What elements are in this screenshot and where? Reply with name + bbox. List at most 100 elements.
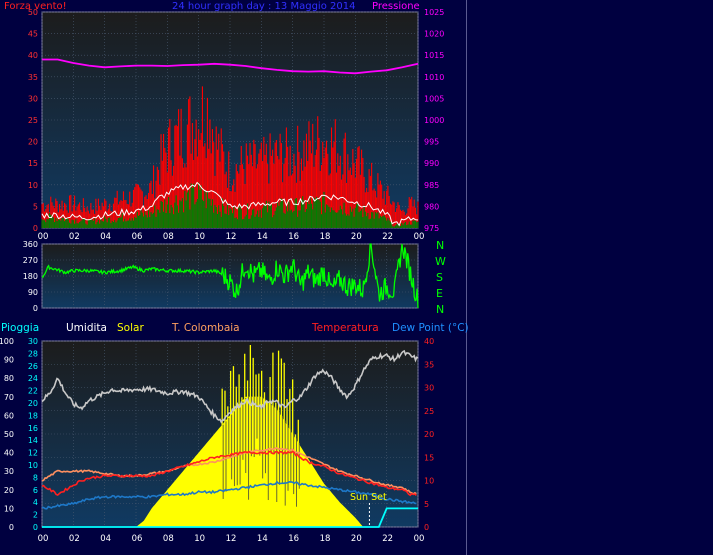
temperature-x-tick-label: 16	[288, 534, 299, 544]
rain-tick-label: 40	[4, 449, 14, 458]
wind-axis-label: Forza vento!	[4, 1, 67, 12]
humidity-tick-label: 18	[28, 411, 38, 420]
wind-speed-line	[41, 181, 419, 227]
pressure-tick-label: 1025	[424, 8, 444, 17]
pressure-tick-label: 995	[424, 138, 439, 147]
temperature-legend: Temperatura	[311, 322, 379, 334]
temperature-x-tick-label: 08	[163, 534, 174, 544]
temperature-tick-label: 10	[424, 477, 434, 486]
compass-n-bottom: N	[436, 303, 444, 316]
temperature-tick-label: 40	[424, 337, 434, 346]
humidity-tick-label: 24	[28, 374, 38, 383]
sunset-label: Sun Set	[350, 492, 387, 503]
dew-point-line	[41, 480, 417, 510]
direction-tick-label: 90	[28, 288, 38, 297]
humidity-tick-label: 26	[28, 362, 38, 371]
wind-left-axis: 0 5 10 15 20 25 30 35 40 45 50	[28, 8, 38, 233]
compass-e: E	[436, 287, 443, 300]
wind-tick-label: 0	[33, 224, 38, 233]
humidity-legend: Umidita	[66, 322, 107, 334]
colombaia-legend: T. Colombaia	[171, 322, 240, 334]
pressure-tick-label: 1015	[424, 51, 444, 60]
direction-tick-label: 180	[23, 272, 38, 281]
pressure-axis-label: Pressione	[372, 1, 420, 12]
rain-tick-label: 60	[4, 411, 14, 420]
pressure-tick-label: 990	[424, 159, 439, 168]
humidity-tick-label: 12	[28, 449, 38, 458]
wind-tick-label: 5	[33, 202, 38, 211]
direction-tick-label: 360	[23, 240, 38, 249]
rain-tick-label: 80	[4, 374, 14, 383]
wind-tick-label: 30	[28, 94, 38, 103]
wind-tick-label: 20	[28, 138, 38, 147]
humidity-tick-label: 14	[28, 436, 38, 445]
temperature-tick-label: 30	[424, 384, 434, 393]
humidity-tick-label: 0	[33, 523, 38, 532]
wind-series	[41, 58, 419, 228]
humidity-tick-label: 4	[33, 498, 38, 507]
wind-x-tick-label: 10	[194, 232, 205, 242]
pressure-tick-label: 1020	[424, 30, 444, 39]
humidity-tick-label: 28	[28, 349, 38, 358]
dew-point-legend: Dew Point (°C)	[392, 322, 469, 334]
humidity-tick-label: 2	[33, 511, 38, 520]
compass-n-top: N	[436, 239, 444, 252]
temperature-tick-label: 15	[424, 453, 434, 462]
humidity-tick-label: 30	[28, 337, 38, 346]
wind-x-tick-label: 16	[288, 232, 299, 242]
direction-tick-label: 0	[33, 304, 38, 313]
humidity-tick-label: 22	[28, 387, 38, 396]
wind-x-tick-label: 14	[257, 232, 268, 242]
wind-direction-panel: 0 90 180 270 360 N W S E N	[23, 239, 446, 316]
wind-direction-line	[41, 243, 419, 309]
wind-tick-label: 50	[28, 8, 38, 17]
temperature-tick-label: 20	[424, 430, 434, 439]
temperature-series	[41, 345, 419, 528]
rain-axis: 0 10 20 30 40 50 60 70 80 90 100	[0, 337, 14, 532]
rain-tick-label: 70	[4, 393, 14, 402]
temperature-x-tick-label: 04	[100, 534, 111, 544]
wind-x-tick-label: 22	[382, 232, 393, 242]
pressure-line	[42, 58, 419, 75]
rain-legend: Pioggia	[1, 322, 39, 334]
temperature-x-tick-label: 18	[320, 534, 331, 544]
temperature-x-tick-label: 00	[414, 534, 425, 544]
wind-tick-label: 15	[28, 159, 38, 168]
wind-x-tick-label: 20	[351, 232, 362, 242]
pressure-tick-label: 1000	[424, 116, 444, 125]
wind-tick-label: 25	[28, 116, 38, 125]
pressure-right-axis: 975 980 985 990 995 1000 1005 1010 1015 1020 1025	[424, 8, 444, 233]
wind-x-tick-label: 04	[100, 232, 111, 242]
humidity-tick-label: 20	[28, 399, 38, 408]
pressure-tick-label: 985	[424, 181, 439, 190]
temperature-tick-label: 35	[424, 360, 434, 369]
temperature-x-tick-label: 06	[132, 534, 143, 544]
chart-title: 24 hour graph day : 13 Maggio 2014	[172, 1, 355, 12]
temperature-tick-label: 5	[424, 500, 429, 509]
humidity-tick-label: 6	[33, 486, 38, 495]
humidity-tick-label: 16	[28, 424, 38, 433]
solar-legend: Solar	[117, 322, 144, 334]
rain-tick-label: 100	[0, 337, 14, 346]
pressure-tick-label: 980	[424, 202, 439, 211]
wind-x-tick-label: 00	[414, 232, 425, 242]
wind-x-tick-label: 02	[69, 232, 80, 242]
colombaia-temperature-line	[41, 447, 417, 495]
humidity-line	[41, 349, 419, 424]
rain-line	[42, 507, 418, 528]
humidity-tick-label: 10	[28, 461, 38, 470]
wind-tick-label: 40	[28, 51, 38, 60]
wind-x-tick-label: 08	[163, 232, 174, 242]
temperature-tick-label: 0	[424, 523, 429, 532]
pressure-tick-label: 975	[424, 224, 439, 233]
compass-w: W	[435, 255, 446, 268]
pressure-tick-label: 1005	[424, 94, 444, 103]
temperature-axis: 0 5 10 15 20 25 30 35 40	[424, 337, 434, 532]
rain-tick-label: 0	[9, 523, 14, 532]
wind-x-tick-label: 06	[132, 232, 143, 242]
temperature-x-tick-label: 14	[257, 534, 268, 544]
temperature-x-tick-label: 02	[69, 534, 80, 544]
